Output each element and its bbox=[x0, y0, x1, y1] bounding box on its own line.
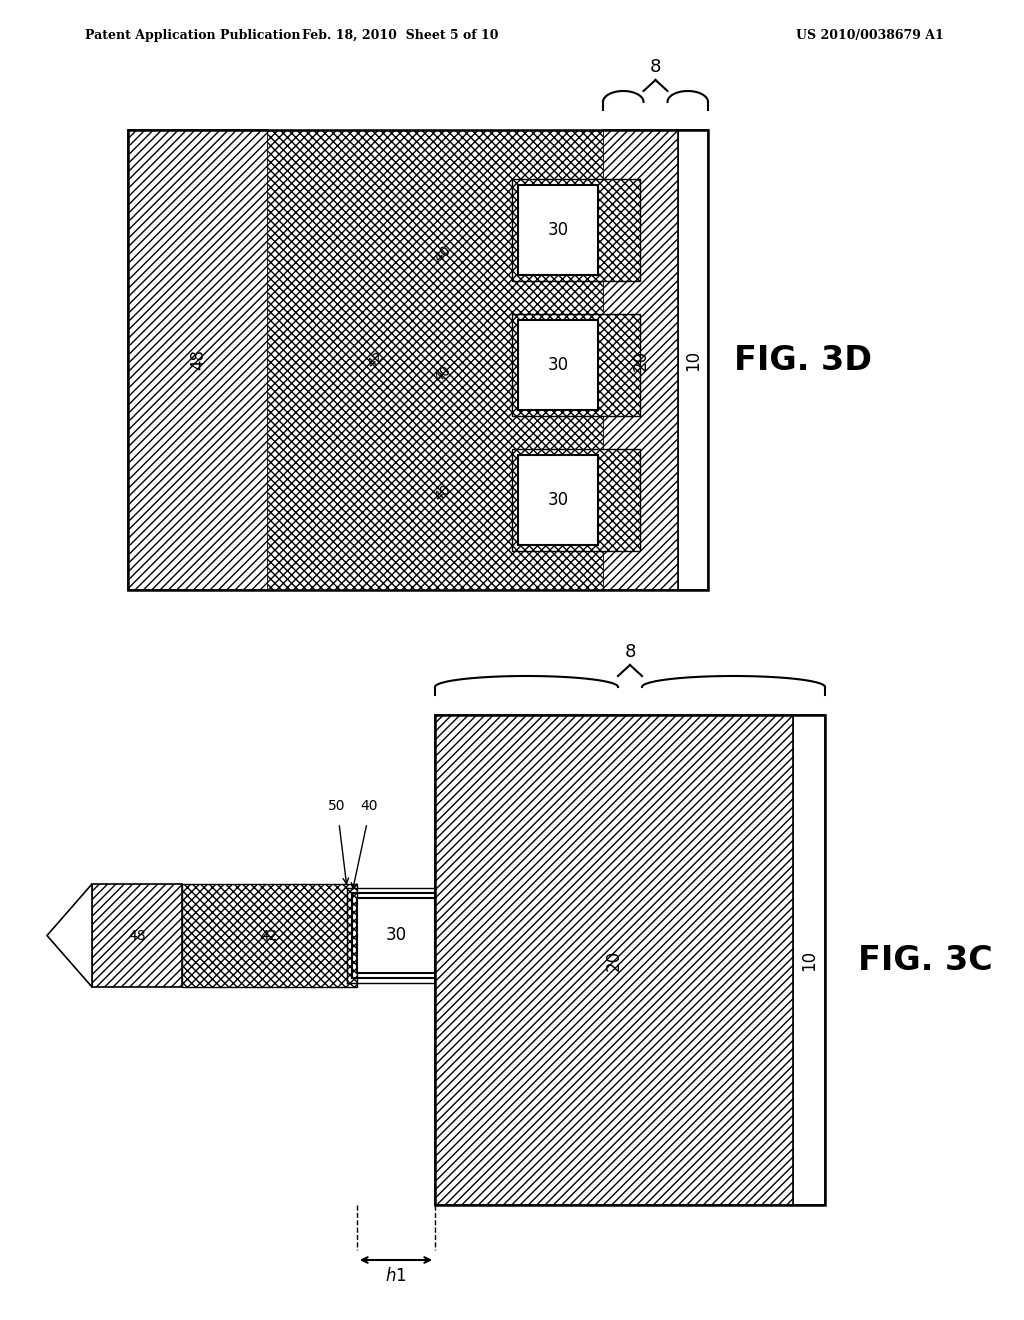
Bar bbox=[518, 185, 598, 275]
Text: 8: 8 bbox=[650, 58, 662, 77]
Text: Feb. 18, 2010  Sheet 5 of 10: Feb. 18, 2010 Sheet 5 of 10 bbox=[302, 29, 499, 41]
Bar bbox=[92, 884, 182, 987]
Bar bbox=[268, 129, 603, 590]
Text: Patent Application Publication: Patent Application Publication bbox=[85, 29, 300, 41]
Bar bbox=[512, 180, 640, 281]
Bar bbox=[357, 898, 435, 973]
Text: 8: 8 bbox=[625, 643, 636, 661]
Text: 42: 42 bbox=[261, 928, 279, 942]
Polygon shape bbox=[47, 884, 92, 987]
Text: 48: 48 bbox=[189, 350, 207, 371]
Bar bbox=[793, 715, 825, 1205]
Text: 20: 20 bbox=[632, 350, 649, 371]
Text: 50: 50 bbox=[329, 799, 346, 813]
Bar bbox=[603, 129, 678, 590]
Text: US 2010/0038679 A1: US 2010/0038679 A1 bbox=[796, 29, 944, 41]
Text: 40: 40 bbox=[360, 799, 378, 813]
Text: FIG. 3D: FIG. 3D bbox=[734, 343, 872, 376]
Text: 20: 20 bbox=[605, 949, 623, 970]
Bar bbox=[512, 314, 640, 416]
Text: 40: 40 bbox=[431, 482, 454, 504]
Text: 30: 30 bbox=[385, 927, 407, 945]
Text: 30: 30 bbox=[548, 356, 568, 374]
Bar bbox=[128, 129, 708, 590]
Bar bbox=[518, 455, 598, 545]
Bar bbox=[182, 884, 357, 987]
Text: 10: 10 bbox=[800, 949, 818, 970]
Bar bbox=[518, 319, 598, 411]
Text: 40: 40 bbox=[431, 243, 454, 265]
Text: 30: 30 bbox=[548, 220, 568, 239]
Text: 10: 10 bbox=[684, 350, 702, 371]
Text: 42: 42 bbox=[365, 348, 386, 371]
Text: 48: 48 bbox=[128, 928, 145, 942]
Bar bbox=[435, 715, 825, 1205]
Bar bbox=[435, 715, 793, 1205]
Text: 40: 40 bbox=[431, 363, 454, 385]
Text: $h1$: $h1$ bbox=[385, 1267, 407, 1284]
Bar bbox=[512, 449, 640, 550]
Text: FIG. 3C: FIG. 3C bbox=[858, 944, 992, 977]
Bar bbox=[678, 129, 708, 590]
Text: 30: 30 bbox=[548, 491, 568, 510]
Bar bbox=[128, 129, 268, 590]
